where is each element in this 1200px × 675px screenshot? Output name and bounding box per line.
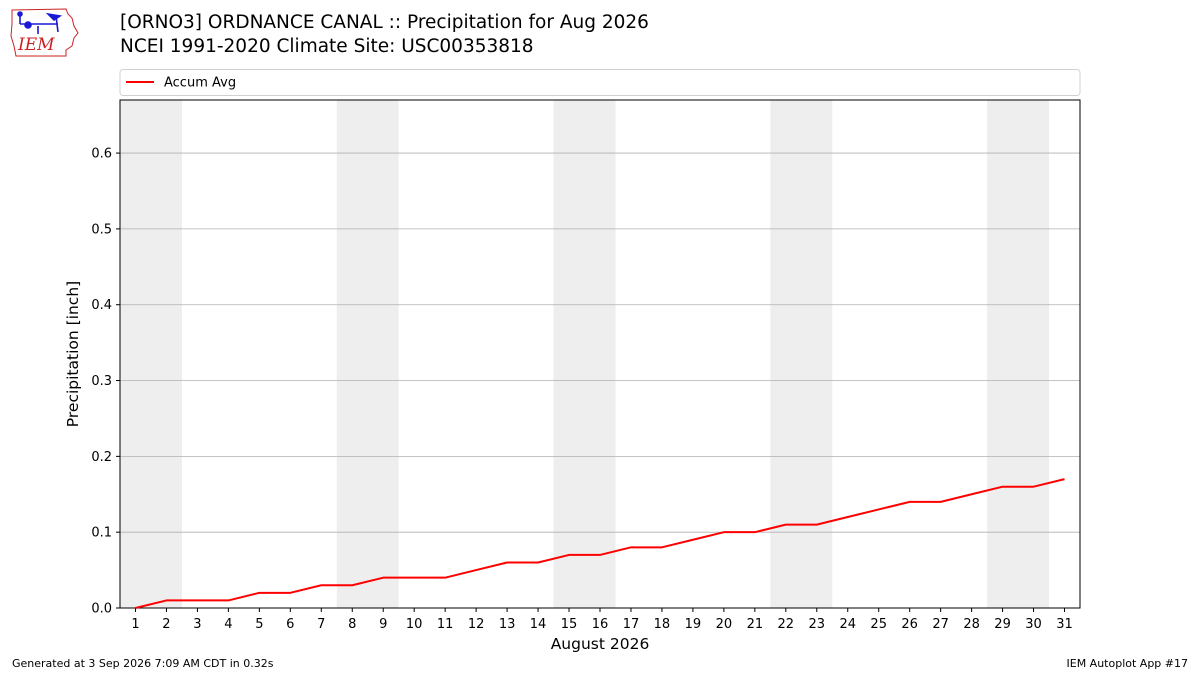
- logo-text: IEM: [17, 35, 55, 55]
- weather-station-icon: [17, 11, 63, 34]
- x-tick-label: 27: [932, 617, 949, 632]
- weekend-band: [553, 100, 616, 608]
- weekend-band: [336, 100, 399, 608]
- y-tick-label: 0.5: [91, 222, 112, 237]
- series-layer: [135, 478, 1065, 609]
- x-tick-label: 1: [131, 617, 139, 632]
- x-tick-label: 20: [716, 617, 733, 632]
- y-tick-label: 0.6: [91, 147, 112, 162]
- x-tick-label: 2: [162, 617, 170, 632]
- weekend-bands: [120, 100, 1050, 608]
- y-tick-label: 0.4: [91, 298, 112, 313]
- chart-subtitle: NCEI 1991-2020 Climate Site: USC00353818: [120, 36, 534, 57]
- x-tick-label: 17: [623, 617, 640, 632]
- weekend-band: [120, 100, 182, 608]
- x-tick-label: 3: [193, 617, 201, 632]
- x-tick-label: 19: [685, 617, 702, 632]
- x-tick-label: 30: [1025, 617, 1042, 632]
- x-tick-label: 26: [901, 617, 918, 632]
- x-tick-label: 13: [499, 617, 516, 632]
- y-tick-label: 0.2: [91, 450, 112, 465]
- x-tick-label: 10: [406, 617, 423, 632]
- x-tick-label: 22: [778, 617, 795, 632]
- weekend-band: [987, 100, 1050, 608]
- y-tick-label: 0.3: [91, 374, 112, 389]
- x-tick-label: 15: [561, 617, 578, 632]
- x-tick-label: 7: [317, 617, 325, 632]
- x-tick-label: 18: [654, 617, 671, 632]
- iem-logo: IEM: [10, 8, 79, 57]
- y-tick-label: 0.1: [91, 526, 112, 541]
- x-tick-label: 23: [809, 617, 826, 632]
- x-tick-label: 25: [870, 617, 887, 632]
- x-tick-label: 6: [286, 617, 294, 632]
- x-tick-label: 14: [530, 617, 547, 632]
- gridlines: [120, 152, 1080, 533]
- x-tick-label: 16: [592, 617, 609, 632]
- autoplot-app-label: IEM Autoplot App #17: [1066, 657, 1189, 670]
- x-tick-label: 29: [994, 617, 1011, 632]
- generated-timestamp: Generated at 3 Sep 2026 7:09 AM CDT in 0…: [12, 657, 274, 670]
- x-tick-label: 9: [379, 617, 387, 632]
- y-tick-label: 0.0: [91, 602, 112, 617]
- legend-entry-label: Accum Avg: [164, 76, 236, 91]
- x-tick-label: 24: [839, 617, 856, 632]
- legend: Accum Avg: [119, 69, 1081, 96]
- x-tick-label: 31: [1056, 617, 1073, 632]
- y-axis-label: Precipitation [inch]: [64, 281, 82, 427]
- x-tick-label: 11: [437, 617, 454, 632]
- y-axis: 0.0 0.1 0.2 0.3 0.4 0.5 0.6: [91, 147, 120, 617]
- x-tick-label: 12: [468, 617, 485, 632]
- x-tick-label: 4: [224, 617, 232, 632]
- chart-title: [ORNO3] ORDNANCE CANAL :: Precipitation …: [120, 12, 649, 33]
- x-tick-label: 5: [255, 617, 263, 632]
- series-line-accum-avg: [135, 478, 1065, 609]
- legend-box: [119, 69, 1081, 96]
- x-tick-label: 21: [747, 617, 764, 632]
- x-tick-label: 8: [348, 617, 356, 632]
- iowa-state-outline: [10, 8, 79, 57]
- x-axis: 1 2 3 4 5 6 7 8 9 10 11 12 13 14 15 16 17 18 19 20 21 22 23 24 2…: [131, 608, 1073, 632]
- x-axis-label: August 2026: [551, 635, 650, 653]
- x-tick-label: 28: [963, 617, 980, 632]
